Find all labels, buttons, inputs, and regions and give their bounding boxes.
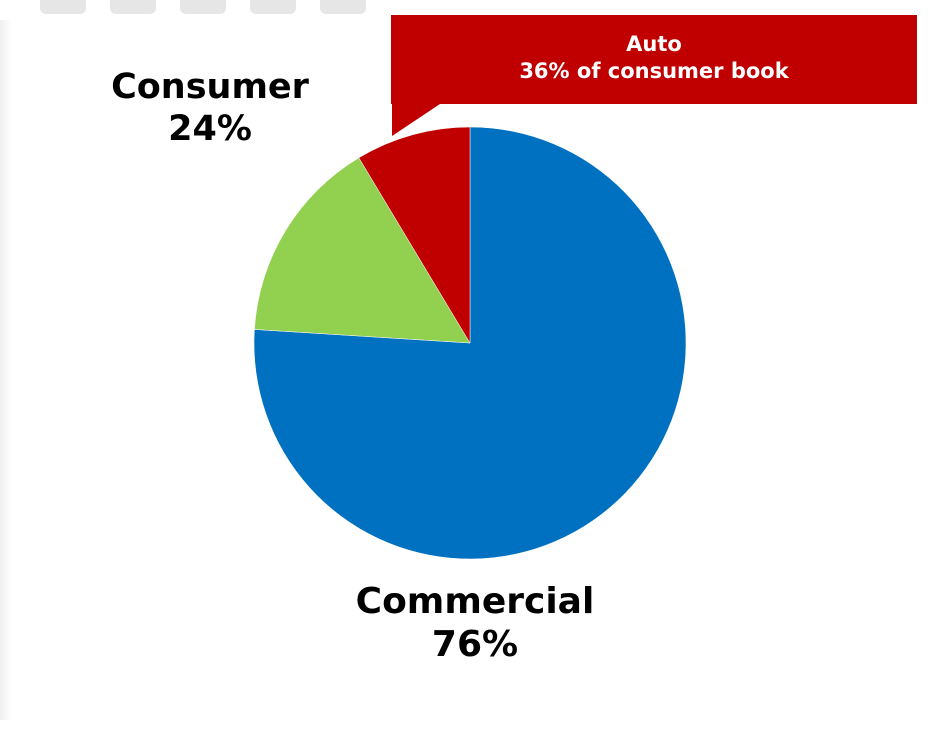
background-decoration (110, 0, 156, 14)
pie-slice-consumer-other (254, 157, 471, 344)
background-decoration (320, 0, 366, 14)
callout-subtitle: 36% of consumer book (519, 59, 789, 84)
background-decoration (0, 20, 12, 720)
background-decoration (180, 0, 226, 14)
callout-title: Auto (626, 32, 682, 56)
consumer-label-name: Consumer (111, 67, 309, 107)
commercial-label-percent: 76% (431, 624, 519, 666)
commercial-label: Commercial 76% (330, 580, 620, 666)
pie-slice-auto (358, 126, 471, 344)
commercial-label-name: Commercial (355, 581, 595, 622)
background-decoration (40, 0, 86, 14)
consumer-label: Consumer 24% (90, 66, 330, 150)
auto-callout: Auto 36% of consumer book (391, 15, 917, 104)
background-decoration (250, 0, 296, 14)
consumer-label-percent: 24% (168, 109, 252, 149)
callout-pointer (392, 104, 440, 136)
pie-slices (253, 126, 687, 560)
